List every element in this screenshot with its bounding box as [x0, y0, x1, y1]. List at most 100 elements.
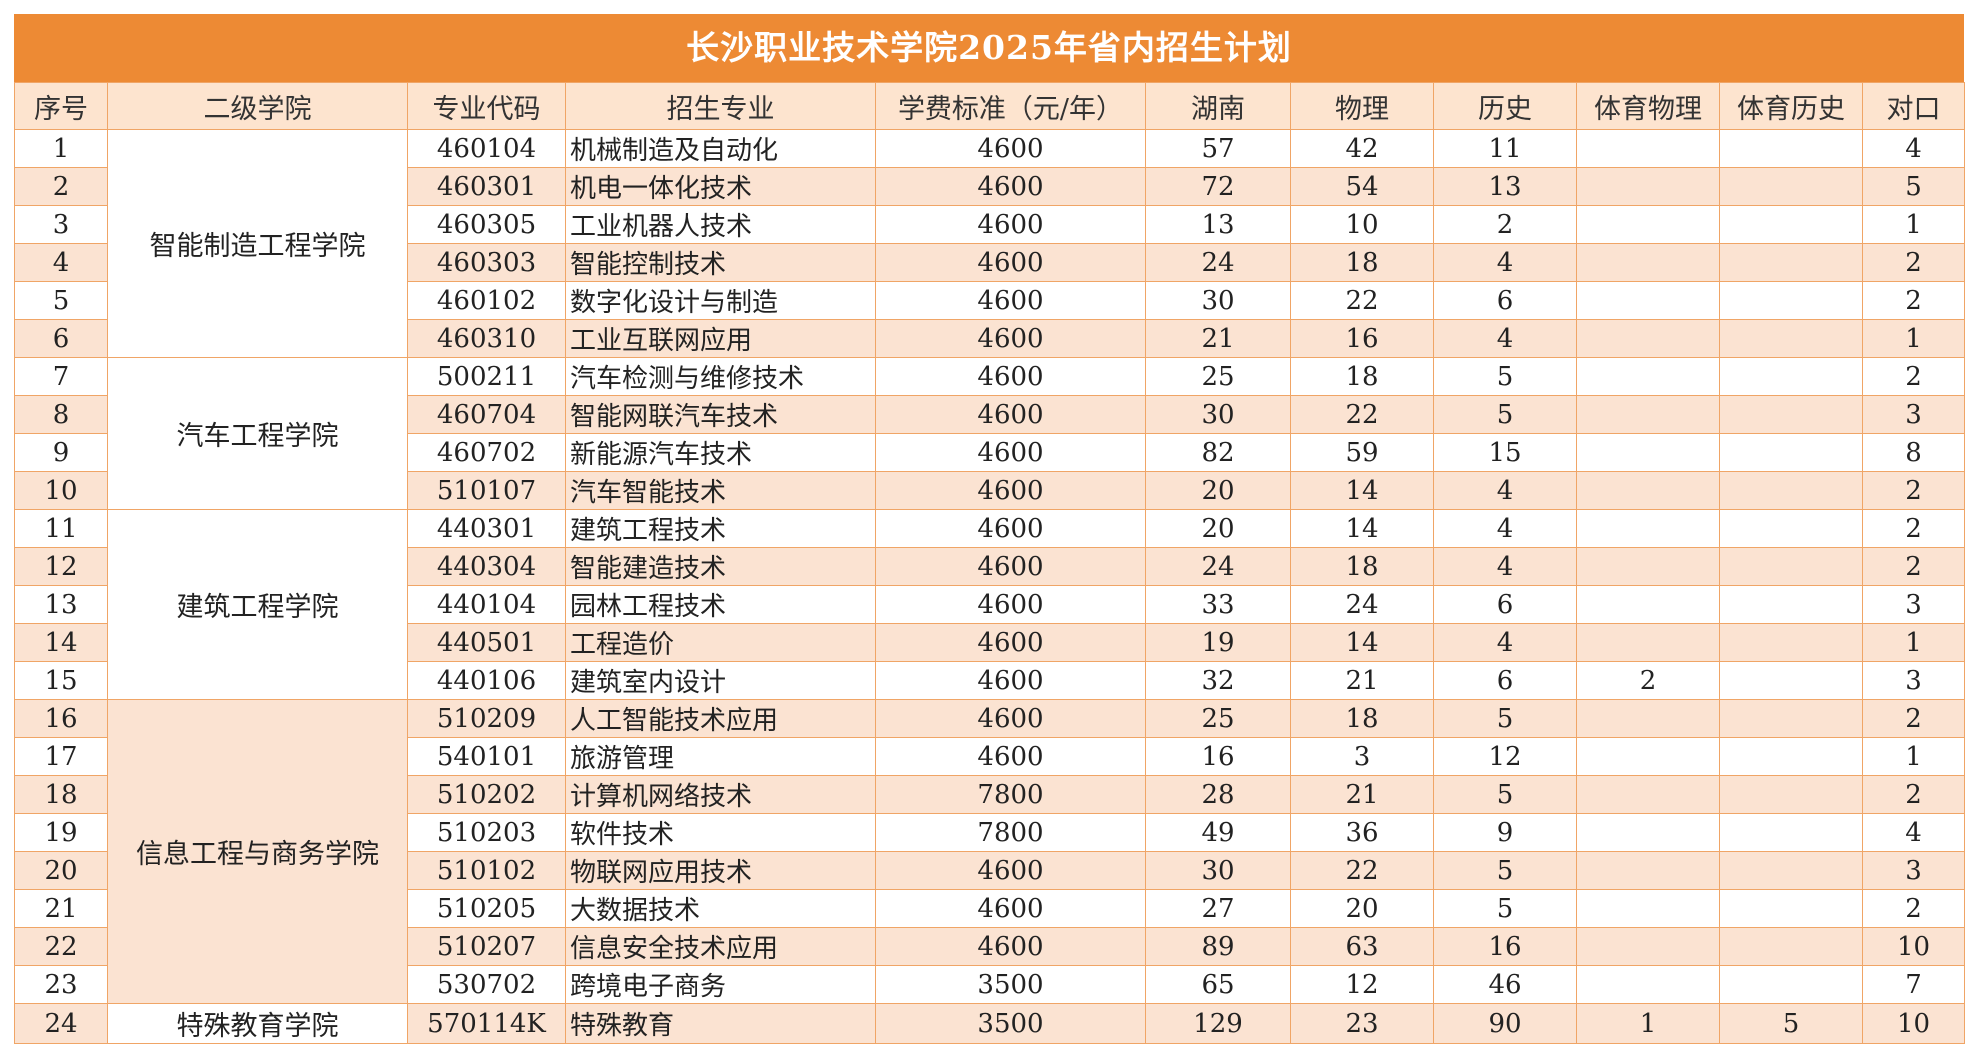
- cell-major: 工业互联网应用: [565, 319, 876, 358]
- cell-history: 4: [1433, 509, 1577, 548]
- cell-duikou: 8: [1862, 433, 1965, 472]
- cell-history: 5: [1433, 851, 1577, 890]
- cell-code: 570114K: [407, 1003, 566, 1044]
- cell-pe-physics: [1576, 167, 1720, 206]
- cell-hunan: 72: [1145, 167, 1291, 206]
- table-row: 7 汽车工程学院 500211 汽车检测与维修技术 4600 25 18 5 2: [14, 357, 1965, 510]
- cell-pe-history: [1719, 281, 1863, 320]
- cell-physics: 18: [1290, 243, 1434, 282]
- cell-history: 5: [1433, 699, 1577, 738]
- cell-pe-physics: [1576, 129, 1720, 168]
- cell-code: 460303: [407, 243, 566, 282]
- cell-fee: 3500: [875, 1003, 1146, 1044]
- table-row: 24 特殊教育学院 570114K 特殊教育 3500 129 23 90 1 5 10: [14, 1003, 1965, 1044]
- header-fee: 学费标准（元/年）: [875, 82, 1146, 130]
- cell-seq: 8: [14, 395, 108, 434]
- cell-major: 汽车智能技术: [565, 471, 876, 510]
- cell-history: 4: [1433, 471, 1577, 510]
- cell-seq: 17: [14, 737, 108, 776]
- cell-fee: 4600: [875, 243, 1146, 282]
- cell-code: 510102: [407, 851, 566, 890]
- cell-history: 4: [1433, 243, 1577, 282]
- cell-code: 540101: [407, 737, 566, 776]
- cell-code: 460305: [407, 205, 566, 244]
- cell-duikou: 3: [1862, 851, 1965, 890]
- cell-seq: 1: [14, 129, 108, 168]
- cell-history: 5: [1433, 889, 1577, 928]
- cell-major: 汽车检测与维修技术: [565, 357, 876, 396]
- cell-pe-history: [1719, 433, 1863, 472]
- cell-pe-history: [1719, 585, 1863, 624]
- cell-pe-history: [1719, 623, 1863, 662]
- cell-history: 16: [1433, 927, 1577, 966]
- cell-physics: 24: [1290, 585, 1434, 624]
- cell-physics: 21: [1290, 661, 1434, 700]
- header-college: 二级学院: [107, 82, 408, 130]
- cell-history: 4: [1433, 547, 1577, 586]
- cell-college: 信息工程与商务学院: [107, 699, 408, 1004]
- admission-plan-sheet: 长沙职业技术学院2025年省内招生计划 序号 二级学院 专业代码 招生专业 学费…: [14, 14, 1965, 1044]
- cell-pe-physics: 2: [1576, 661, 1720, 700]
- cell-code: 510209: [407, 699, 566, 738]
- table-row: 19 510203 软件技术 7800 49 36 9 4: [14, 813, 1965, 852]
- table-row: 15 440106 建筑室内设计 4600 32 21 6 2 3: [14, 661, 1965, 700]
- table-row: 4 460303 智能控制技术 4600 24 18 4 2: [14, 243, 1965, 282]
- cell-duikou: 3: [1862, 585, 1965, 624]
- table-row: 16 信息工程与商务学院 510209 人工智能技术应用 4600 25 18 5 2: [14, 699, 1965, 1004]
- cell-physics: 21: [1290, 775, 1434, 814]
- cell-pe-physics: [1576, 205, 1720, 244]
- cell-code: 460702: [407, 433, 566, 472]
- cell-code: 460102: [407, 281, 566, 320]
- cell-fee: 7800: [875, 813, 1146, 852]
- cell-pe-history: [1719, 167, 1863, 206]
- cell-code: 510107: [407, 471, 566, 510]
- cell-pe-physics: [1576, 585, 1720, 624]
- cell-duikou: 3: [1862, 395, 1965, 434]
- cell-hunan: 129: [1145, 1003, 1291, 1044]
- cell-code: 460104: [407, 129, 566, 168]
- cell-seq: 20: [14, 851, 108, 890]
- cell-hunan: 20: [1145, 509, 1291, 548]
- cell-history: 5: [1433, 357, 1577, 396]
- cell-seq: 23: [14, 965, 108, 1004]
- cell-pe-history: [1719, 889, 1863, 928]
- cell-fee: 3500: [875, 965, 1146, 1004]
- cell-pe-physics: [1576, 699, 1720, 738]
- cell-physics: 18: [1290, 357, 1434, 396]
- cell-duikou: 2: [1862, 547, 1965, 586]
- cell-seq: 14: [14, 623, 108, 662]
- cell-seq: 21: [14, 889, 108, 928]
- cell-hunan: 13: [1145, 205, 1291, 244]
- header-row: 序号 二级学院 专业代码 招生专业 学费标准（元/年） 湖南 物理 历史 体育物…: [14, 82, 1965, 130]
- cell-pe-history: [1719, 357, 1863, 396]
- cell-code: 510205: [407, 889, 566, 928]
- cell-code: 440301: [407, 509, 566, 548]
- cell-physics: 10: [1290, 205, 1434, 244]
- cell-code: 440304: [407, 547, 566, 586]
- table-row: 20 510102 物联网应用技术 4600 30 22 5 3: [14, 851, 1965, 890]
- cell-pe-physics: [1576, 775, 1720, 814]
- header-pe-history: 体育历史: [1719, 82, 1863, 130]
- cell-pe-history: [1719, 737, 1863, 776]
- cell-major: 新能源汽车技术: [565, 433, 876, 472]
- cell-seq: 12: [14, 547, 108, 586]
- header-code: 专业代码: [407, 82, 566, 130]
- cell-history: 13: [1433, 167, 1577, 206]
- cell-pe-history: [1719, 205, 1863, 244]
- cell-fee: 4600: [875, 547, 1146, 586]
- cell-pe-history: [1719, 395, 1863, 434]
- cell-major: 工程造价: [565, 623, 876, 662]
- cell-duikou: 2: [1862, 357, 1965, 396]
- table-row: 22 510207 信息安全技术应用 4600 89 63 16 10: [14, 927, 1965, 966]
- cell-seq: 7: [14, 357, 108, 396]
- cell-major: 智能建造技术: [565, 547, 876, 586]
- cell-pe-physics: [1576, 357, 1720, 396]
- cell-pe-history: [1719, 927, 1863, 966]
- cell-physics: 42: [1290, 129, 1434, 168]
- cell-pe-physics: [1576, 965, 1720, 1004]
- table-row: 8 460704 智能网联汽车技术 4600 30 22 5 3: [14, 395, 1965, 434]
- cell-physics: 12: [1290, 965, 1434, 1004]
- header-duikou: 对口: [1862, 82, 1965, 130]
- cell-major: 建筑工程技术: [565, 509, 876, 548]
- cell-history: 5: [1433, 775, 1577, 814]
